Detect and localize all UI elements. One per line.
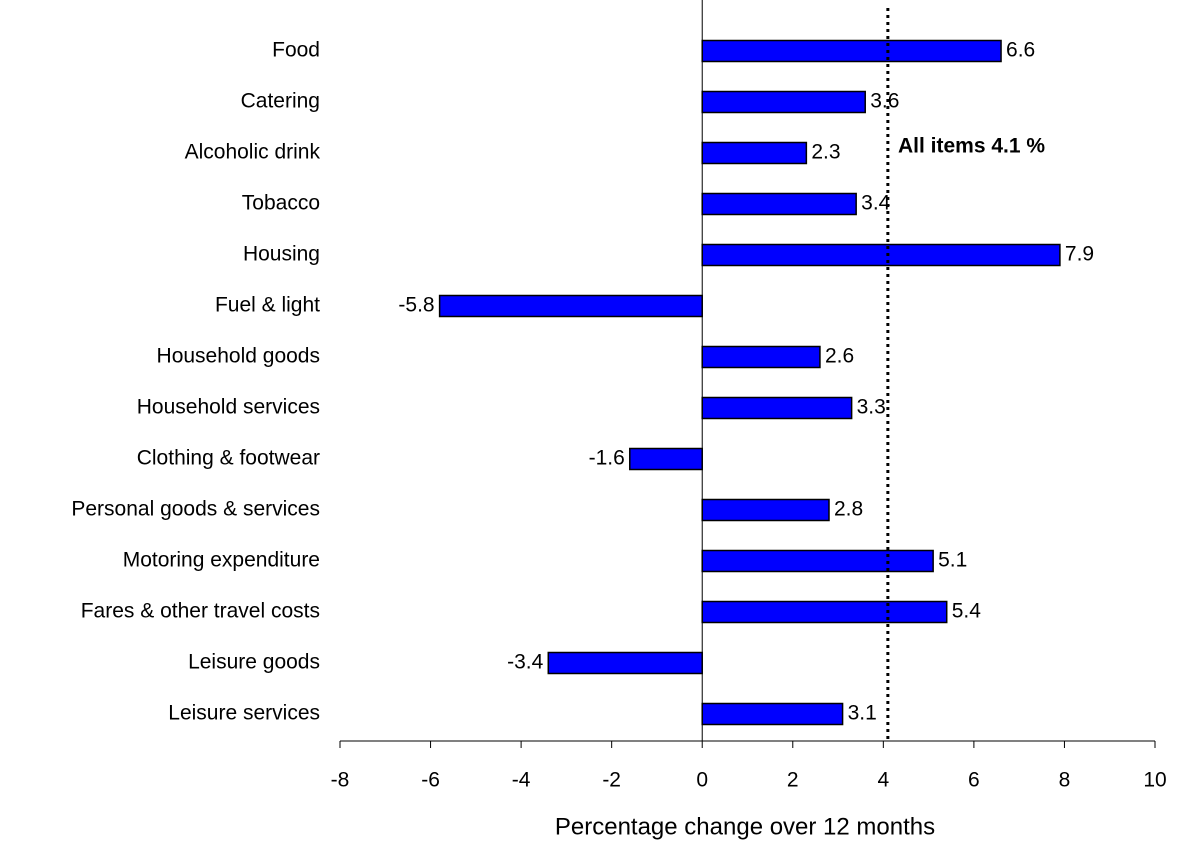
y-tick-label: Leisure services (168, 702, 320, 725)
y-tick-label: Food (272, 39, 320, 62)
x-tick-label: -4 (512, 769, 531, 792)
x-tick-label: 8 (1059, 769, 1071, 792)
value-label: -3.4 (507, 651, 544, 674)
x-tick-label: -2 (602, 769, 621, 792)
value-label: 3.3 (857, 396, 886, 419)
bar (701, 396, 853, 420)
bar (547, 651, 703, 675)
x-tick-label: 10 (1143, 769, 1166, 792)
value-label: -5.8 (398, 294, 434, 317)
bar (701, 498, 830, 522)
bar (629, 447, 703, 471)
y-tick-label: Leisure goods (188, 651, 320, 674)
value-label: 2.8 (834, 498, 863, 521)
y-tick-label: Clothing & footwear (137, 447, 320, 470)
annotation: All items 4.1 % (898, 135, 1045, 158)
value-label: 3.6 (870, 90, 899, 113)
x-tick-label: -8 (331, 769, 350, 792)
x-tick-label: 0 (696, 769, 708, 792)
bar (701, 549, 934, 573)
value-label: 3.4 (861, 192, 891, 215)
value-label: 7.9 (1065, 243, 1094, 266)
y-tick-label: Household services (137, 396, 320, 419)
bar (701, 702, 844, 726)
y-tick-label: Fares & other travel costs (81, 600, 320, 623)
value-label: 5.1 (938, 549, 967, 572)
x-tick-label: 4 (877, 769, 889, 792)
value-label: 3.1 (848, 702, 877, 725)
y-tick-label: Fuel & light (215, 294, 320, 317)
bar (701, 39, 1002, 63)
y-tick-label: Alcoholic drink (185, 141, 321, 164)
bar (438, 294, 703, 318)
bar (701, 243, 1061, 267)
bar (701, 600, 948, 624)
bar (701, 90, 866, 114)
value-label: 6.6 (1006, 39, 1035, 62)
value-label: 2.6 (825, 345, 854, 368)
bar (701, 192, 857, 216)
x-axis-label: Percentage change over 12 months (555, 813, 935, 840)
x-tick-label: 6 (968, 769, 980, 792)
value-label: 5.4 (952, 600, 982, 623)
y-tick-label: Motoring expenditure (123, 549, 320, 572)
bar (701, 345, 821, 369)
y-tick-label: Catering (241, 90, 320, 113)
y-tick-label: Personal goods & services (71, 498, 320, 521)
y-tick-label: Housing (243, 243, 320, 266)
x-tick-label: -6 (421, 769, 440, 792)
value-label: -1.6 (589, 447, 625, 470)
bar (701, 141, 808, 165)
x-tick-label: 2 (787, 769, 799, 792)
y-tick-label: Household goods (157, 345, 320, 368)
y-tick-label: Tobacco (242, 192, 320, 215)
value-label: 2.3 (811, 141, 840, 164)
